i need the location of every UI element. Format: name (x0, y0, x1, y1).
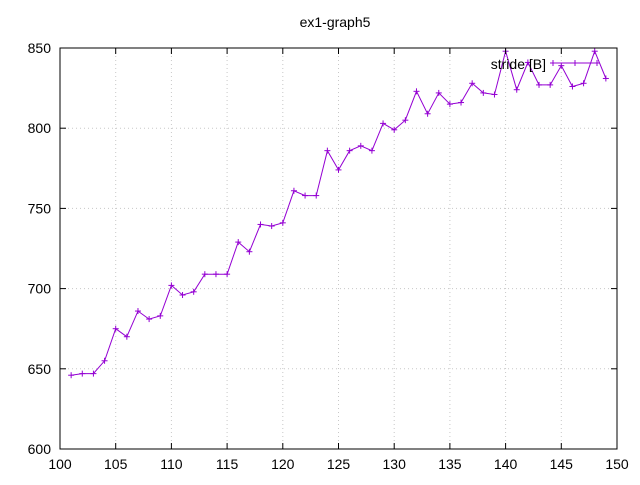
legend: stride [B] (491, 56, 600, 72)
data-point (290, 187, 297, 194)
series-layer (68, 48, 609, 379)
data-point (90, 370, 97, 377)
data-point (335, 166, 342, 173)
x-tick-label: 105 (104, 456, 128, 472)
data-point (569, 83, 576, 90)
data-point (313, 192, 320, 199)
data-point (391, 126, 398, 133)
data-point (268, 223, 275, 230)
data-point (458, 99, 465, 106)
data-point (190, 288, 197, 295)
data-point (68, 372, 75, 379)
data-point (279, 219, 286, 226)
data-point (602, 75, 609, 82)
data-point (536, 81, 543, 88)
data-point (491, 91, 498, 98)
data-point (446, 101, 453, 108)
data-point (346, 147, 353, 154)
data-point (201, 271, 208, 278)
x-tick-label: 145 (550, 456, 574, 472)
x-tick-label: 130 (383, 456, 407, 472)
data-point (224, 271, 231, 278)
data-point (168, 282, 175, 289)
data-point (480, 89, 487, 96)
x-tick-label: 120 (271, 456, 295, 472)
y-tick-label: 600 (28, 441, 52, 457)
data-point (402, 117, 409, 124)
data-point (179, 292, 186, 299)
data-point (157, 312, 164, 319)
data-point (558, 62, 565, 69)
legend-marker (594, 60, 600, 66)
data-point (235, 239, 242, 246)
data-point (101, 357, 108, 364)
legend-marker (550, 60, 556, 66)
data-point (368, 147, 375, 154)
data-point (469, 80, 476, 87)
y-tick-label: 650 (28, 361, 52, 377)
x-tick-label: 100 (48, 456, 72, 472)
series-line (71, 49, 607, 376)
chart-title: ex1-graph5 (300, 14, 371, 30)
data-point (212, 271, 219, 278)
legend-marker (572, 60, 578, 66)
data-point (380, 120, 387, 127)
data-point (413, 88, 420, 95)
data-point (112, 325, 119, 332)
data-point (324, 147, 331, 154)
x-tick-label: 150 (605, 456, 629, 472)
y-tick-label: 750 (28, 200, 52, 216)
grid-layer (60, 48, 617, 449)
data-point (257, 221, 264, 228)
data-point (513, 86, 520, 93)
x-tick-label: 125 (327, 456, 351, 472)
y-tick-label: 800 (28, 120, 52, 136)
y-tick-label: 700 (28, 281, 52, 297)
x-tick-label: 115 (216, 456, 239, 472)
x-tick-label: 135 (438, 456, 462, 472)
data-point (246, 248, 253, 255)
data-point (435, 89, 442, 96)
data-point (79, 370, 86, 377)
data-point (146, 316, 153, 323)
data-point (524, 59, 531, 66)
data-point (580, 80, 587, 87)
data-point (591, 48, 598, 55)
tick-layer: 100 105 110 115 120 125 130 135 140 145 150 600 650 7… (28, 40, 629, 472)
data-point (123, 333, 130, 340)
data-point (357, 142, 364, 149)
x-tick-label: 110 (160, 456, 183, 472)
data-point (547, 81, 554, 88)
legend-label: stride [B] (491, 56, 546, 72)
data-point (302, 192, 309, 199)
x-tick-label: 140 (494, 456, 518, 472)
data-point (424, 110, 431, 117)
y-tick-label: 850 (28, 40, 52, 56)
data-point (134, 308, 141, 315)
